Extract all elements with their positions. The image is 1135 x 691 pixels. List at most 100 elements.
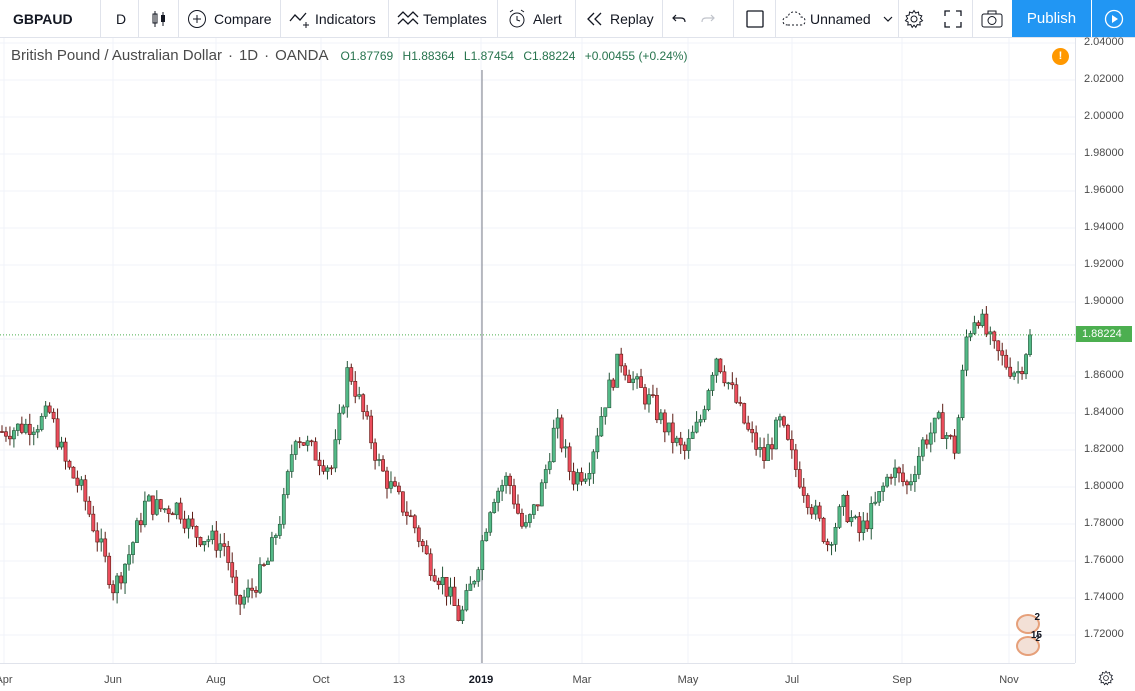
candle-body <box>178 502 183 520</box>
replay-button[interactable]: Replay <box>586 0 654 37</box>
candle-body <box>583 478 588 482</box>
candle-body <box>170 513 175 516</box>
candle-body <box>369 415 374 444</box>
candle-body <box>162 508 167 511</box>
fullscreen-button[interactable] <box>944 0 962 37</box>
price-chart[interactable] <box>0 38 1075 663</box>
axis-settings-button[interactable] <box>1076 664 1135 691</box>
candle-body <box>575 472 580 485</box>
candle-body <box>321 465 326 472</box>
candle-body <box>428 553 433 576</box>
templates-button[interactable]: Templates <box>397 0 487 37</box>
toolbar-divider <box>662 0 663 37</box>
time-tick-label: 13 <box>392 674 406 686</box>
candle-body <box>821 517 826 542</box>
candle-body <box>202 541 207 546</box>
candle-body <box>408 515 413 518</box>
candle-body <box>698 419 703 423</box>
cloud-icon <box>782 10 806 25</box>
candle-body <box>635 376 639 380</box>
candle-body <box>972 322 977 334</box>
price-axis[interactable] <box>1075 38 1135 663</box>
candle-body <box>746 422 751 430</box>
event-marker[interactable]: 15 2 <box>1016 630 1042 656</box>
candle-body <box>1012 372 1017 377</box>
candle-body <box>690 431 695 439</box>
candle-body <box>226 546 231 563</box>
candle-body <box>916 455 921 475</box>
candle-body <box>448 586 453 597</box>
publish-button[interactable]: Publish <box>1012 0 1091 37</box>
toolbar-divider <box>733 0 734 37</box>
candle-body <box>1008 366 1013 377</box>
candle-body <box>524 522 528 527</box>
compare-button[interactable]: Compare <box>187 0 272 37</box>
candle-body <box>154 499 159 515</box>
candle-body <box>762 447 766 461</box>
candle-body <box>865 520 870 530</box>
candle-body <box>39 416 44 430</box>
layout-button[interactable] <box>746 0 764 37</box>
candle-body <box>412 515 417 529</box>
candle-body <box>119 575 123 584</box>
chart-style-button[interactable] <box>150 0 168 37</box>
candle-body <box>750 429 755 434</box>
candle-body <box>492 502 497 513</box>
candle-body <box>373 442 377 461</box>
candle-body <box>587 473 592 480</box>
legend-separator: · <box>227 47 233 64</box>
candle-body <box>238 595 243 605</box>
time-tick-label: Jun <box>104 674 122 686</box>
candle-body <box>1028 334 1032 355</box>
candle-body <box>901 472 905 482</box>
play-circle-icon <box>1104 9 1123 28</box>
data-warning-badge[interactable]: ! <box>1052 48 1069 65</box>
instrument-title: British Pound / Australian Dollar <box>11 47 222 64</box>
time-axis[interactable] <box>0 663 1075 691</box>
candle-body <box>555 417 560 429</box>
toolbar-divider <box>972 0 973 37</box>
toolbar-divider <box>388 0 389 37</box>
candle-body <box>254 590 258 593</box>
candle-body <box>55 418 60 448</box>
candle-body <box>623 365 628 376</box>
candle-body <box>456 605 461 621</box>
redo-button[interactable] <box>700 0 716 37</box>
candle-body <box>432 575 437 582</box>
candle-body <box>1016 371 1020 374</box>
candle-body <box>281 494 286 525</box>
layout-name-button[interactable]: Unnamed <box>782 0 893 37</box>
candle-body <box>702 409 707 420</box>
candle-body <box>436 580 441 586</box>
event-marker[interactable]: 2 <box>1016 612 1040 634</box>
candle-body <box>19 423 24 433</box>
candle-body <box>619 353 624 367</box>
candle-body <box>468 583 473 591</box>
symbol-search[interactable]: GBPAUD <box>13 10 73 27</box>
interval-button[interactable]: D <box>116 10 127 27</box>
undo-button[interactable] <box>671 0 687 37</box>
alert-button[interactable]: Alert <box>507 0 562 37</box>
candle-body <box>789 439 794 451</box>
settings-button[interactable] <box>904 0 924 37</box>
candle-body <box>198 537 203 546</box>
candle-body <box>472 581 477 585</box>
candle-body <box>543 469 548 484</box>
snapshot-button[interactable] <box>981 0 1003 37</box>
chart-legend: British Pound / Australian Dollar · 1D ·… <box>11 47 693 64</box>
candle-body <box>242 596 247 605</box>
candle-body <box>420 541 425 547</box>
play-button[interactable] <box>1092 0 1135 37</box>
candle-body <box>797 469 802 488</box>
indicators-label: Indicators <box>315 10 376 27</box>
open-value: O1.87769 <box>340 49 394 63</box>
candle-body <box>539 482 544 507</box>
last-price-tag: 1.88224 <box>1076 326 1132 342</box>
indicators-button[interactable]: Indicators <box>289 0 376 37</box>
candle-body <box>627 374 632 383</box>
price-tick-label: 1.82000 <box>1084 443 1124 455</box>
candle-body <box>397 485 401 493</box>
candle-body <box>444 576 449 597</box>
price-tick-label: 2.00000 <box>1084 110 1124 122</box>
candle-body <box>146 495 151 502</box>
